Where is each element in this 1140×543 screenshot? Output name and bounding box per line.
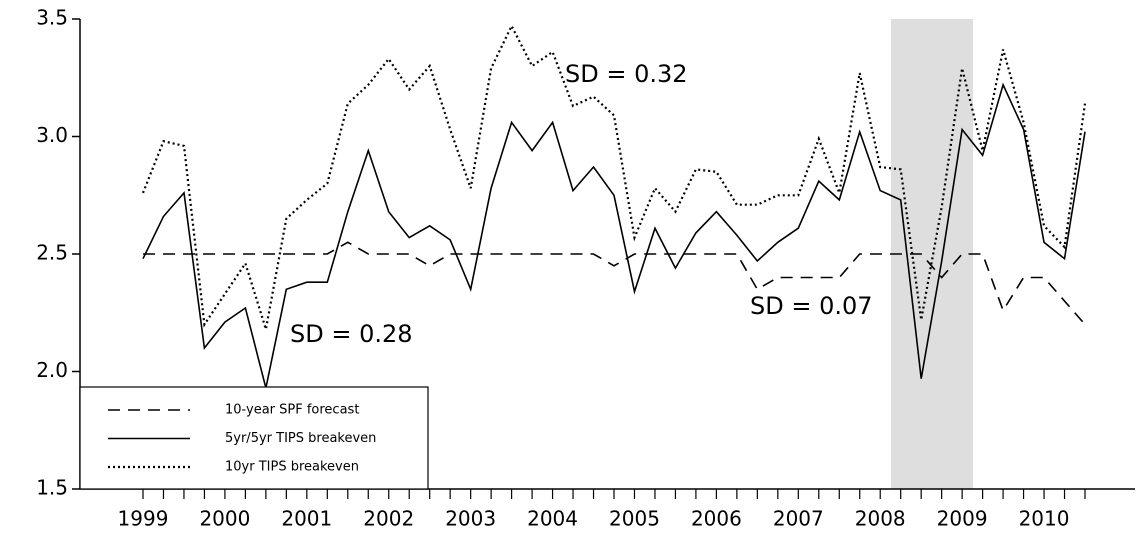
legend-label: 10yr TIPS breakeven — [225, 460, 359, 475]
legend-label: 10-year SPF forecast — [225, 403, 359, 418]
x-tick-label: 2000 — [199, 507, 250, 531]
y-tick-label: 1.5 — [36, 476, 68, 500]
x-tick-label: 2003 — [445, 507, 496, 531]
annotation: SD = 0.07 — [750, 292, 873, 320]
annotation: SD = 0.32 — [565, 60, 688, 88]
y-tick-label: 2.5 — [36, 241, 68, 265]
x-tick-label: 2001 — [281, 507, 332, 531]
x-tick-label: 2005 — [609, 507, 660, 531]
x-tick-label: 1999 — [118, 507, 169, 531]
series-line — [143, 241, 1086, 326]
x-tick-label: 2004 — [527, 507, 578, 531]
series-line — [141, 23, 1087, 330]
recession-shading — [891, 19, 973, 489]
y-tick-label: 3.0 — [36, 123, 68, 147]
x-tick-label: 2006 — [691, 507, 742, 531]
legend-label: 5yr/5yr TIPS breakeven — [225, 431, 376, 446]
series-line — [142, 82, 1086, 389]
y-tick-label: 2.0 — [36, 358, 68, 382]
x-tick-label: 2007 — [773, 507, 824, 531]
x-tick-label: 2009 — [937, 507, 988, 531]
x-tick-label: 2010 — [1019, 507, 1070, 531]
x-tick-label: 2008 — [855, 507, 906, 531]
annotation: SD = 0.28 — [290, 320, 413, 348]
y-tick-label: 3.5 — [36, 6, 68, 30]
x-tick-label: 2002 — [363, 507, 414, 531]
legend: 10-year SPF forecast 5yr/5yr TIPS breakev… — [79, 386, 429, 490]
